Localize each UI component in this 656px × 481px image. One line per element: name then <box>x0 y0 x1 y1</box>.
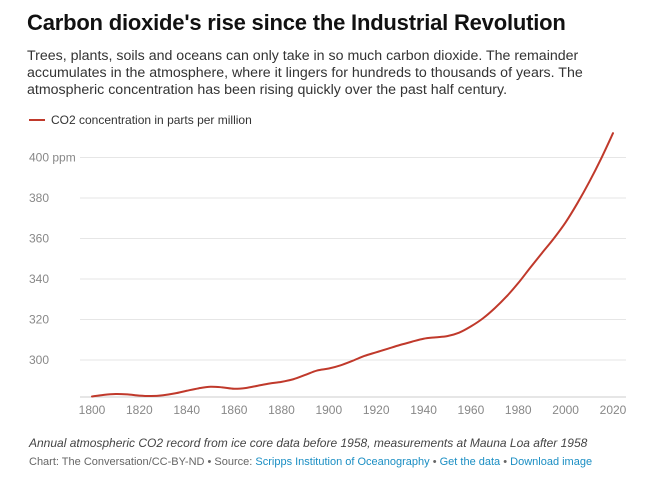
x-tick-label: 2020 <box>600 403 627 417</box>
separator: • <box>500 456 511 468</box>
legend-label: CO2 concentration in parts per million <box>51 113 252 127</box>
x-tick-label: 2000 <box>552 403 579 417</box>
x-tick-label: 1900 <box>315 403 342 417</box>
chart-note: Annual atmospheric CO2 record from ice c… <box>29 436 588 450</box>
x-tick-label: 1880 <box>268 403 295 417</box>
x-tick-label: 1860 <box>221 403 248 417</box>
source-link[interactable]: Scripps Institution of Oceanography <box>255 456 430 468</box>
x-tick-label: 1840 <box>173 403 200 417</box>
y-tick-label: 380 <box>29 191 49 205</box>
download-image-link[interactable]: Download image <box>510 456 593 468</box>
separator: • <box>429 456 440 468</box>
y-tick-label: 400 ppm <box>29 151 76 165</box>
x-tick-label: 1940 <box>410 403 437 417</box>
y-tick-label: 320 <box>29 313 49 327</box>
y-tick-label: 340 <box>29 272 49 286</box>
chart-subtitle: Trees, plants, soils and oceans can only… <box>27 48 583 98</box>
x-tick-label: 1920 <box>363 403 390 417</box>
y-tick-label: 360 <box>29 232 49 246</box>
x-tick-label: 1820 <box>126 403 153 417</box>
x-tick-label: 1980 <box>505 403 532 417</box>
chart-title: Carbon dioxide's rise since the Industri… <box>27 10 566 35</box>
y-tick-label: 300 <box>29 353 49 367</box>
series-line-co2 <box>91 132 614 398</box>
credit-text: Chart: The Conversation/CC-BY-ND • Sourc… <box>29 456 256 468</box>
legend: CO2 concentration in parts per million <box>29 113 252 127</box>
x-tick-label: 1960 <box>458 403 485 417</box>
chart-credits: Chart: The Conversation/CC-BY-ND • Sourc… <box>29 456 592 468</box>
legend-line-swatch <box>29 119 45 121</box>
x-tick-label: 1800 <box>79 403 106 417</box>
get-data-link[interactable]: Get the data <box>439 456 501 468</box>
